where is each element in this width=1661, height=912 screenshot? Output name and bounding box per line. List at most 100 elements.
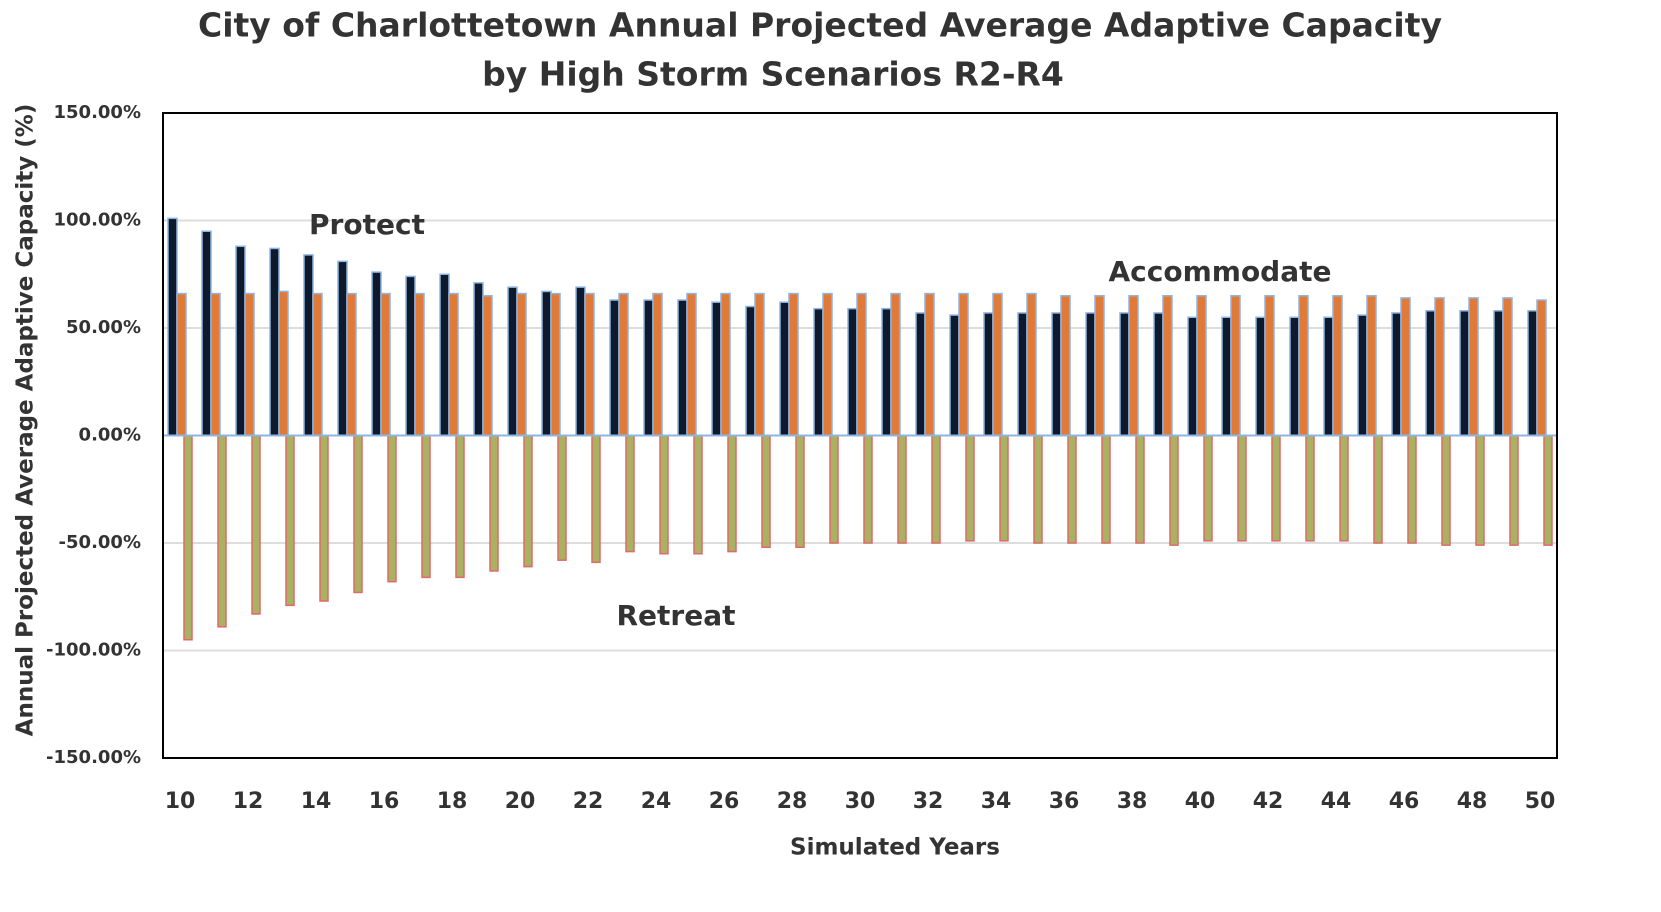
y-tick-label: 0.00% <box>79 425 141 446</box>
bar <box>210 292 221 437</box>
bar <box>618 292 629 437</box>
bar <box>1373 434 1383 544</box>
series-label: Protect <box>309 208 425 241</box>
bar <box>720 292 731 437</box>
bar <box>1196 295 1207 437</box>
bar <box>1119 312 1130 437</box>
bar <box>473 282 484 437</box>
bar <box>1101 434 1111 544</box>
bar <box>235 245 246 437</box>
bar <box>1255 316 1266 437</box>
bar <box>1441 434 1451 546</box>
bar <box>1509 434 1519 546</box>
chart-title: by High Storm Scenarios R2-R4 <box>482 55 1064 94</box>
bar <box>303 254 314 437</box>
x-tick-label: 34 <box>981 789 1012 814</box>
bar <box>278 290 289 437</box>
y-tick-label: 50.00% <box>66 317 141 338</box>
bar <box>176 292 187 437</box>
bar <box>1391 312 1402 437</box>
bar <box>1407 434 1417 544</box>
bar <box>448 292 459 437</box>
bar <box>1434 297 1445 437</box>
bar <box>924 292 935 437</box>
series-label: Accommodate <box>1108 255 1331 288</box>
bar <box>1033 434 1043 544</box>
bar <box>337 260 348 437</box>
bar <box>405 275 416 437</box>
bar <box>625 434 635 553</box>
bar <box>965 434 975 542</box>
bar <box>1230 295 1241 437</box>
x-tick-label: 32 <box>913 789 944 814</box>
bar <box>550 292 561 437</box>
bar <box>285 434 295 607</box>
x-tick-label: 14 <box>301 789 332 814</box>
bar <box>1153 312 1164 437</box>
bar <box>1493 310 1504 437</box>
bar <box>1128 295 1139 437</box>
bar <box>575 286 586 437</box>
bar <box>1400 297 1411 437</box>
bar <box>584 292 595 437</box>
x-tick-label: 20 <box>505 789 536 814</box>
bar <box>897 434 907 544</box>
bar <box>489 434 499 572</box>
bar <box>312 292 323 437</box>
bar <box>915 312 926 437</box>
x-tick-label: 30 <box>845 789 876 814</box>
y-tick-label: 150.00% <box>54 102 142 123</box>
bar <box>346 292 357 437</box>
bar <box>1502 297 1513 437</box>
bar <box>829 434 839 544</box>
bar <box>856 292 867 437</box>
bar <box>1162 295 1173 437</box>
bar <box>822 292 833 437</box>
x-tick-label: 46 <box>1389 789 1420 814</box>
bar <box>557 434 567 561</box>
bar <box>847 307 858 437</box>
x-tick-label: 22 <box>573 789 604 814</box>
bar <box>795 434 805 549</box>
bar <box>1366 295 1377 437</box>
bar <box>371 271 382 437</box>
bar <box>1271 434 1281 542</box>
bar <box>652 292 663 437</box>
x-tick-label: 40 <box>1185 789 1216 814</box>
bar <box>353 434 363 594</box>
bar <box>1527 310 1538 437</box>
bar <box>183 434 193 641</box>
bar <box>999 434 1009 542</box>
bar <box>1459 310 1470 437</box>
x-tick-label: 36 <box>1049 789 1080 814</box>
x-tick-label: 26 <box>709 789 740 814</box>
bar <box>686 292 697 437</box>
bar <box>541 290 552 437</box>
bar <box>1237 434 1247 542</box>
bar <box>992 292 1003 437</box>
bar <box>1264 295 1275 437</box>
x-tick-label: 12 <box>233 789 264 814</box>
bar <box>1094 295 1105 437</box>
bar <box>516 292 527 437</box>
x-tick-label: 38 <box>1117 789 1148 814</box>
bar <box>983 312 994 437</box>
bar <box>1060 295 1071 437</box>
bar <box>1332 295 1343 437</box>
x-tick-label: 44 <box>1321 789 1352 814</box>
bar <box>414 292 425 437</box>
bar <box>1289 316 1300 437</box>
bar <box>727 434 737 553</box>
bar <box>745 305 756 437</box>
bar <box>949 314 960 437</box>
bar <box>643 299 654 437</box>
bar <box>890 292 901 437</box>
bar <box>1051 312 1062 437</box>
bar <box>958 292 969 437</box>
bar <box>1203 434 1213 542</box>
x-tick-label: 28 <box>777 789 808 814</box>
bar <box>1339 434 1349 542</box>
y-tick-label: -50.00% <box>59 532 141 553</box>
